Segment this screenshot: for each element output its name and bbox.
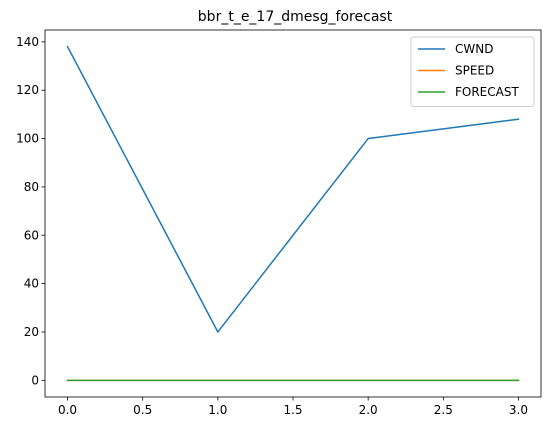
y-tick-label: 100 xyxy=(16,132,39,146)
y-tick-label: 40 xyxy=(24,277,39,291)
y-tick-label: 120 xyxy=(16,83,39,97)
y-tick-label: 80 xyxy=(24,180,39,194)
x-tick-label: 1.5 xyxy=(283,403,302,417)
x-axis-ticks: 0.0 0.5 1.0 1.5 2.0 2.5 3.0 xyxy=(58,397,528,417)
x-tick-label: 3.0 xyxy=(509,403,528,417)
y-tick-label: 0 xyxy=(31,373,39,387)
y-axis-ticks: 0 20 40 60 80 100 120 140 xyxy=(16,35,45,387)
plot-lines xyxy=(66,45,520,382)
legend: CWND SPEED FORECAST xyxy=(410,36,535,107)
legend-label-cwnd: CWND xyxy=(455,42,493,56)
x-tick-label: 0.5 xyxy=(133,403,152,417)
legend-label-forecast: FORECAST xyxy=(455,85,519,99)
x-tick-label: 1.0 xyxy=(208,403,227,417)
x-tick-label: 0.0 xyxy=(58,403,77,417)
legend-box xyxy=(410,36,535,107)
x-tick-label: 2.5 xyxy=(434,403,453,417)
plot-frame xyxy=(44,29,542,398)
y-tick-label: 140 xyxy=(16,35,39,49)
x-tick-label: 2.0 xyxy=(359,403,378,417)
legend-label-speed: SPEED xyxy=(455,64,494,78)
y-tick-label: 60 xyxy=(24,228,39,242)
y-tick-label: 20 xyxy=(24,325,39,339)
series-line-cwnd xyxy=(66,45,520,333)
chart-title: bbr_t_e_17_dmesg_forecast xyxy=(198,9,393,25)
